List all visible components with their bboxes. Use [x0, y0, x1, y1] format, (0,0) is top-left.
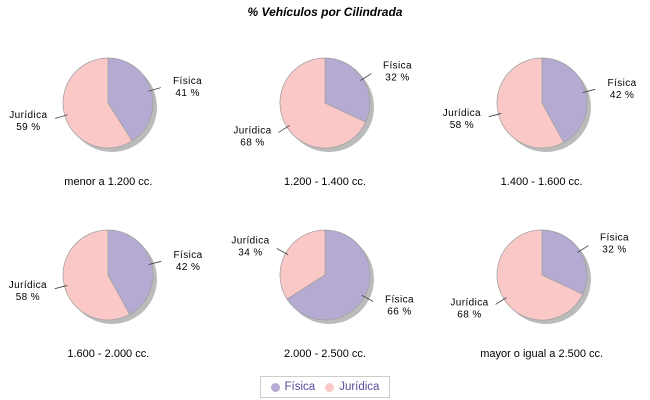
pie-label-fisica: Física 42 %: [607, 78, 636, 101]
pie-2000-2500: Física 66 % Jurídica 34 %: [231, 229, 414, 324]
pie-label-leader-line: [360, 73, 372, 81]
legend-label-fisica: Física: [284, 381, 316, 393]
pie-grid: Física 41 % Jurídica 59 % menor a 1.200 cc.…: [0, 30, 650, 374]
legend-box: Física Jurídica: [259, 376, 391, 398]
pie-label-juridica: Jurídica 68 %: [233, 126, 271, 149]
pie-label-juridica: Jurídica 34 %: [231, 236, 269, 259]
pie-label-leader-line: [488, 113, 502, 118]
pie-cell-1600-2000: Física 42 % Jurídica 58 % 1.600 - 2.000 cc.: [0, 202, 217, 374]
pie-label-leader-line: [148, 87, 162, 92]
pie-label-juridica: Jurídica 58 %: [442, 108, 480, 131]
pie-caption: 2.000 - 2.500 cc.: [284, 348, 366, 360]
legend-item-fisica: Física: [270, 381, 316, 393]
pie-caption: mayor o igual a 2.500 cc.: [480, 348, 604, 360]
pie-label-juridica: Jurídica 68 %: [450, 298, 488, 321]
pie-label-fisica: Física 66 %: [385, 294, 414, 317]
pie-label-leader-line: [55, 114, 69, 119]
pie-label-leader-line: [276, 248, 289, 256]
pie-label-leader-line: [494, 297, 507, 305]
pie-caption: 1.400 - 1.600 cc.: [500, 176, 583, 188]
pie-mayor-2500: Física 32 % Jurídica 68 %: [450, 229, 629, 324]
pie-cell-1400-1600: Física 42 % Jurídica 58 % 1.400 - 1.600 cc.: [433, 30, 650, 202]
pie-caption: menor a 1.200 cc.: [64, 176, 153, 188]
pie-label-leader-line: [278, 125, 290, 133]
pie-1400-1600: Física 42 % Jurídica 58 %: [442, 57, 636, 152]
pie-cell-menor-1200: Física 41 % Jurídica 59 % menor a 1.200 cc.: [0, 30, 217, 202]
pie-label-leader-line: [582, 88, 596, 93]
pie-label-fisica: Física 42 %: [174, 250, 203, 273]
pie-label-fisica: Física 32 %: [600, 232, 629, 255]
pie-label-leader-line: [361, 294, 374, 302]
pie-cell-mayor-2500: Física 32 % Jurídica 68 % mayor o igual a 2…: [433, 202, 650, 374]
pie-label-juridica: Jurídica 59 %: [10, 110, 48, 133]
legend: Física Jurídica: [0, 376, 650, 398]
pie-label-juridica: Jurídica 58 %: [9, 280, 47, 303]
pie-1200-1400: Física 32 % Jurídica 68 %: [233, 57, 412, 152]
legend-bullet-juridica-icon: [325, 382, 335, 392]
pie-cell-2000-2500: Física 66 % Jurídica 34 % 2.000 - 2.500 cc.: [217, 202, 434, 374]
legend-label-juridica: Jurídica: [339, 381, 380, 393]
pie-1600-2000: Física 42 % Jurídica 58 %: [9, 229, 203, 324]
legend-item-juridica: Jurídica: [325, 381, 379, 393]
pie-label-leader-line: [54, 285, 68, 290]
pie-cell-1200-1400: Física 32 % Jurídica 68 % 1.200 - 1.400 cc.: [217, 30, 434, 202]
chart-title: % Vehículos por Cilindrada: [247, 5, 403, 19]
pie-caption: 1.200 - 1.400 cc.: [284, 176, 366, 188]
pie-label-fisica: Física 32 %: [383, 60, 412, 83]
pie-caption: 1.600 - 2.000 cc.: [67, 348, 150, 360]
pie-menor-1200: Física 41 % Jurídica 59 %: [10, 57, 202, 152]
pie-label-fisica: Física 41 %: [173, 76, 202, 99]
pie-label-leader-line: [576, 245, 589, 253]
pie-label-leader-line: [148, 260, 162, 265]
legend-bullet-fisica-icon: [270, 382, 280, 392]
